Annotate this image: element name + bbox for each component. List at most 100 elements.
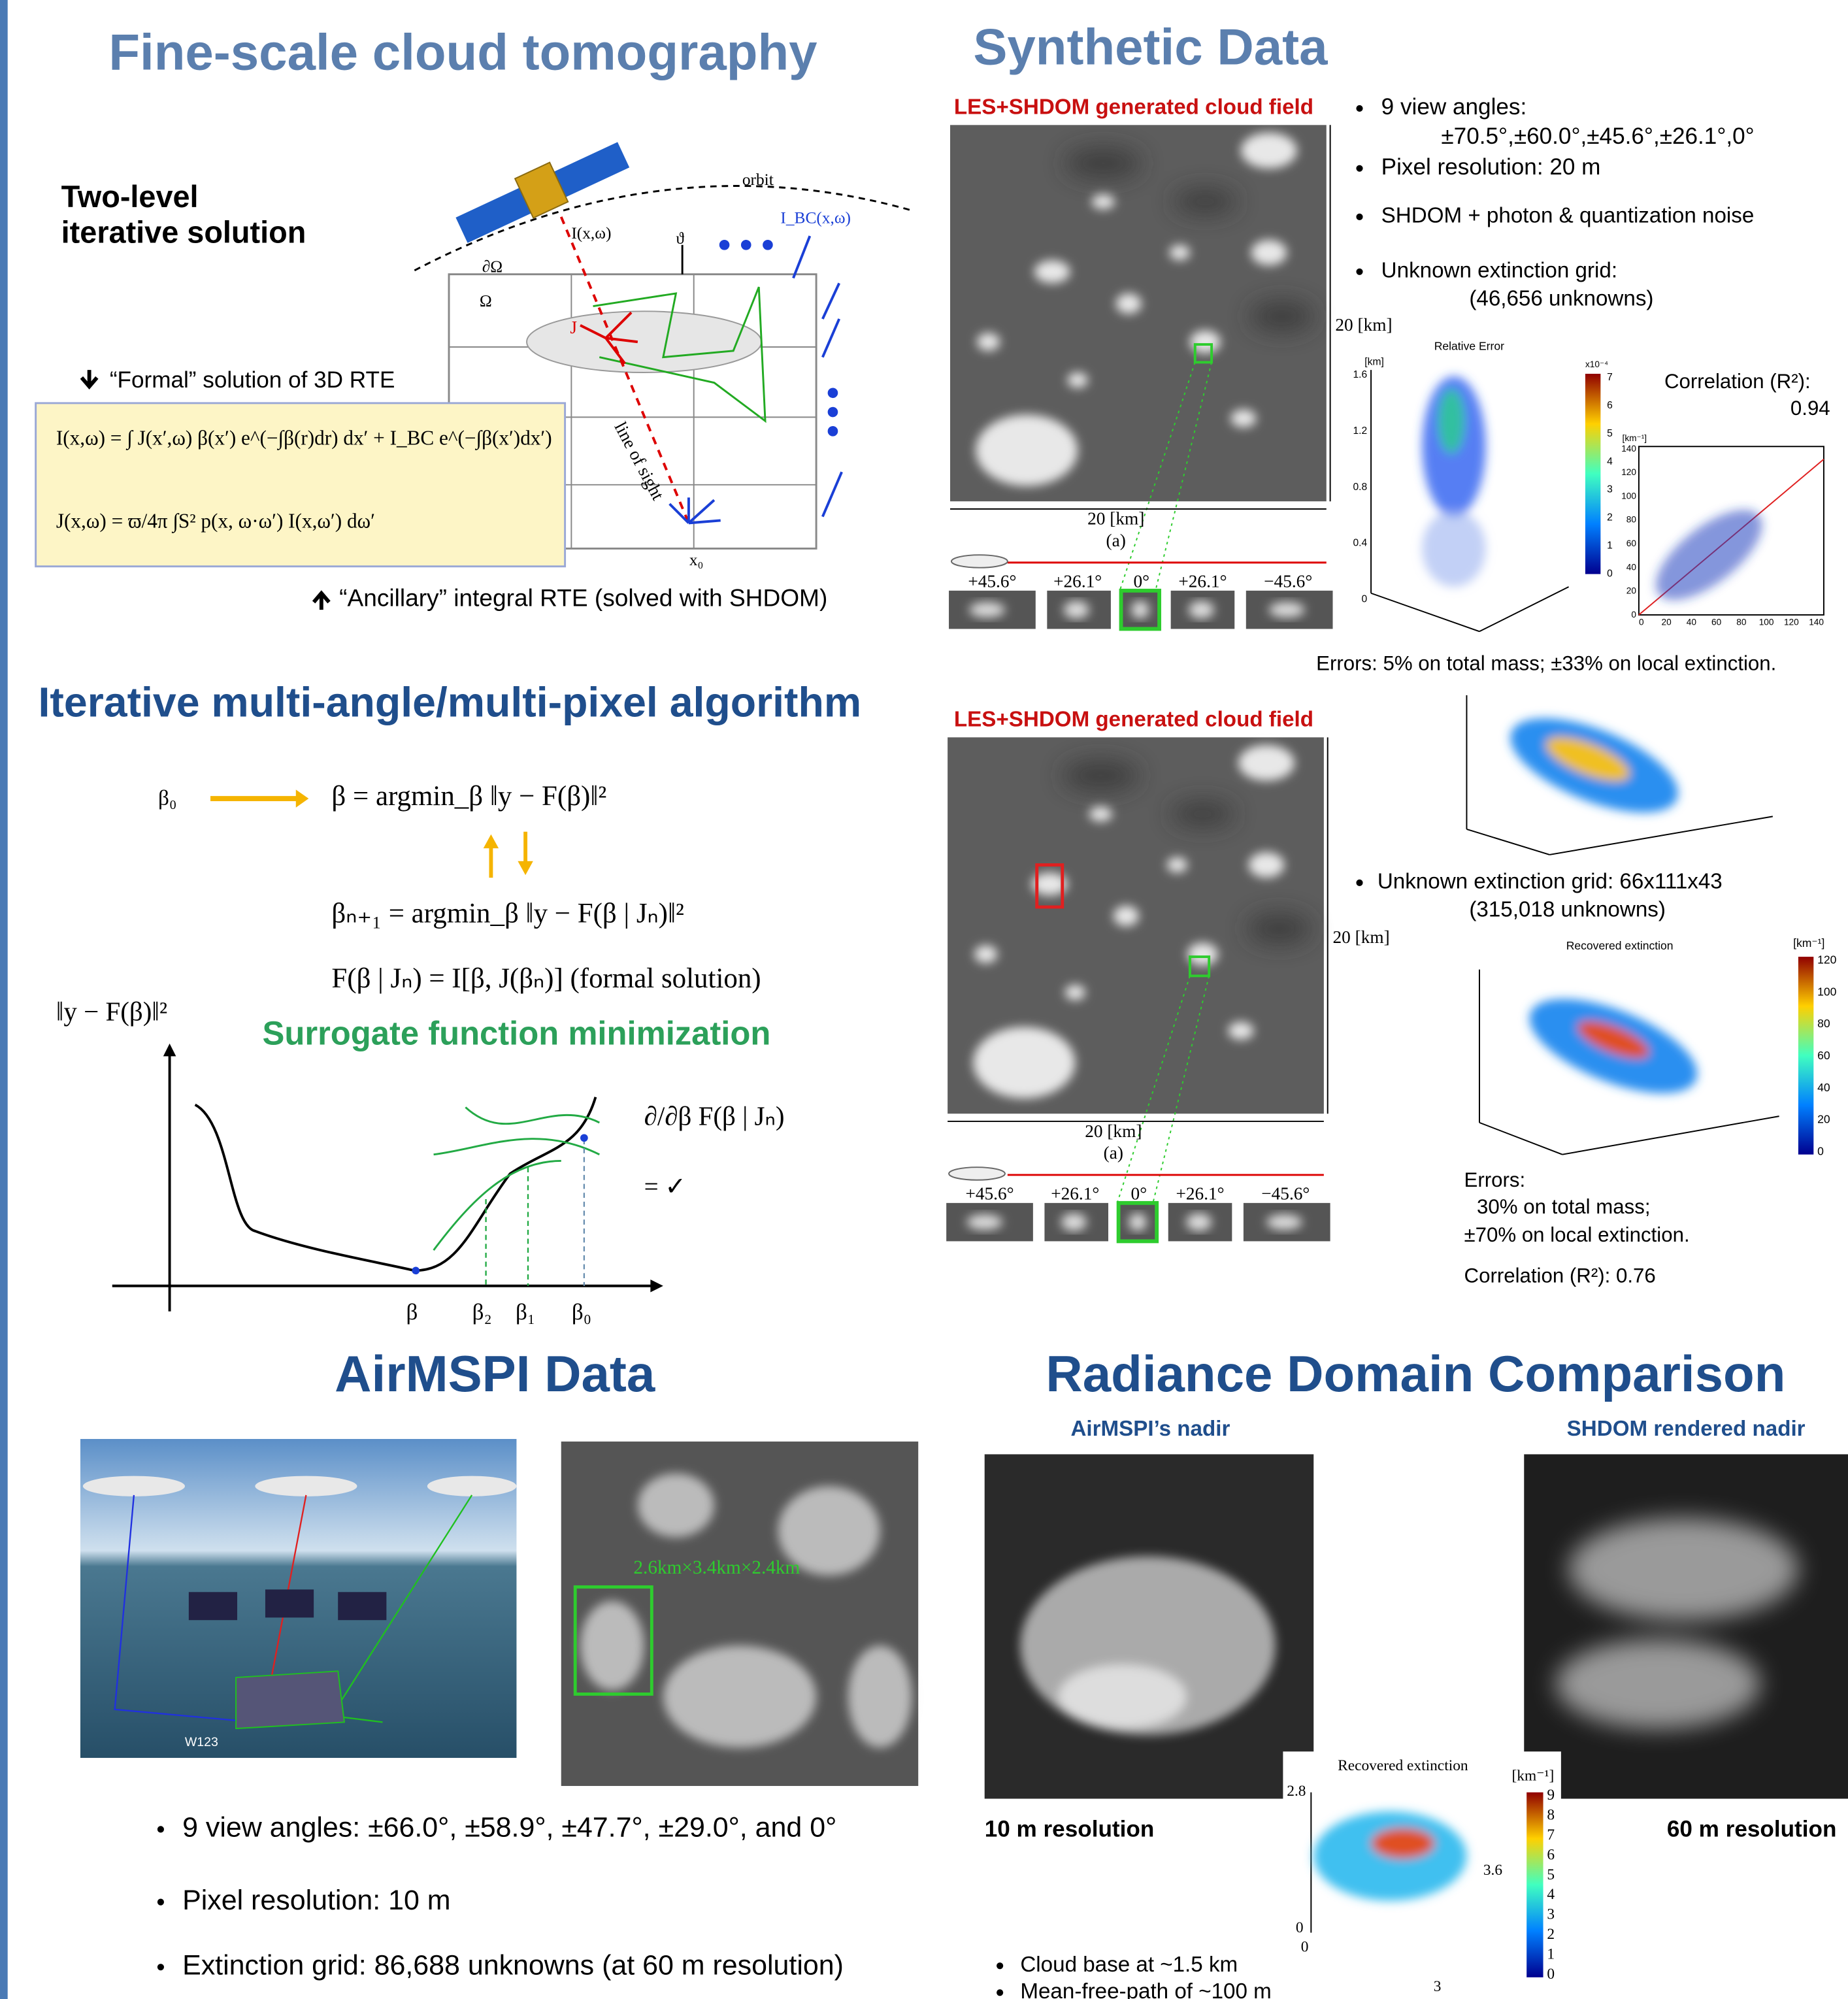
section-title: Synthetic Data [973, 18, 1328, 76]
bullet [997, 1989, 1003, 1996]
stat: Errors: [1464, 1168, 1526, 1191]
tick-label: 9 [1547, 1787, 1555, 1804]
tick-label: 7 [1547, 1826, 1555, 1843]
axis-label: β [406, 1299, 418, 1325]
stat: Correlation (R²): [1664, 370, 1811, 393]
tick-label: 1.6 [1353, 369, 1368, 380]
tick-label: 1 [1607, 540, 1613, 552]
tick-label: 0 [1301, 1938, 1309, 1955]
stat: Errors: 5% on total mass; ±33% on local … [1316, 652, 1776, 674]
tick-label: x10⁻⁴ [1585, 359, 1608, 369]
tick-label: 0.8 [1353, 482, 1368, 493]
bullet [1356, 165, 1362, 172]
side-stripe [0, 0, 8, 1999]
tick-label: 0.4 [1353, 538, 1368, 549]
bullet [1356, 269, 1362, 275]
synthetic-figures [946, 125, 1824, 1241]
axis-label: [km] [1364, 357, 1383, 368]
diagram-label: x₀ [689, 551, 704, 569]
scale-label: (a) [1104, 1143, 1123, 1163]
equation: βₙ₊₁ = argmin_β ‖y − F(β | Jₙ)‖² [331, 898, 684, 929]
scale-label: 20 [km] [1085, 1121, 1142, 1141]
image-label: 60 m resolution [1667, 1817, 1837, 1842]
tick-label: 7 [1607, 372, 1613, 383]
panel-label: LES+SHDOM generated cloud field [954, 95, 1313, 120]
stat: ±70% on local extinction. [1464, 1223, 1690, 1246]
tick-label: 3 [1434, 1978, 1442, 1995]
angle-label: +26.1° [1051, 1183, 1099, 1203]
tick-label: 80 [1736, 617, 1747, 627]
bullet-text: Cloud base at ~1.5 km [1020, 1953, 1238, 1977]
plot-title: Recovered extinction [1566, 939, 1674, 952]
bullet [1356, 880, 1362, 886]
tick-label: 5 [1547, 1866, 1555, 1883]
tick-label: 100 [1759, 617, 1774, 627]
subtitle: Two-level [61, 180, 199, 214]
bullet [157, 1826, 164, 1832]
bullet-text: SHDOM + photon & quantization noise [1381, 204, 1755, 228]
tick-label: 0 [1639, 617, 1644, 627]
angle-label: 0° [1133, 571, 1149, 591]
tick-label: 40 [1687, 617, 1697, 627]
bullet-text: (46,656 unknowns) [1469, 287, 1653, 311]
equation: I(x,ω) = ∫ J(x′,ω) β(x′) e^(−∫β(r)dr) dx… [56, 427, 552, 451]
tick-label: 1 [1547, 1946, 1555, 1963]
bullet-text: Pixel resolution: 10 m [182, 1885, 450, 1916]
panel-label: LES+SHDOM generated cloud field [954, 708, 1313, 732]
angle-label: 0° [1131, 1183, 1147, 1203]
scale-label: 20 [km] [1333, 927, 1390, 947]
tick-label: 2 [1547, 1926, 1555, 1943]
tick-label: 2.8 [1287, 1783, 1306, 1800]
tick-label: 0 [1547, 1966, 1555, 1983]
image-label: AirMSPI’s nadir [1070, 1417, 1230, 1441]
angle-label: +26.1° [1176, 1183, 1224, 1203]
tick-label: 0 [1296, 1919, 1304, 1936]
bullet-text: Extinction grid: 86,688 unknowns (at 60 … [182, 1950, 844, 1981]
axis-label: β₂ [472, 1299, 492, 1325]
math: ‖y − F(β)‖² [56, 996, 167, 1026]
tick-label: 100 [1621, 491, 1636, 501]
section-title: Iterative multi-angle/multi-pixel algori… [39, 679, 862, 726]
bullet-text: ±70.5°,±60.0°,±45.6°,±26.1°,0° [1441, 124, 1754, 149]
angle-label: +26.1° [1178, 571, 1227, 591]
tick-label: 140 [1621, 444, 1636, 454]
image-label: 10 m resolution [985, 1817, 1155, 1842]
bullet-text: 9 view angles: ±66.0°, ±58.9°, ±47.7°, ±… [182, 1812, 836, 1843]
tick-label: 40 [1817, 1081, 1830, 1094]
axis-label: [km⁻¹] [1623, 433, 1647, 443]
tick-label: 80 [1626, 515, 1637, 525]
page: Cloud tomography poster { "tomography": … [0, 0, 1848, 1999]
tick-label: 120 [1784, 617, 1799, 627]
diagram-label: Ω [480, 291, 492, 310]
tick-label: 6 [1607, 400, 1613, 411]
tick-label: 4 [1547, 1886, 1555, 1903]
section-title: AirMSPI Data [335, 1345, 655, 1402]
plot-title: Relative Error [1434, 340, 1504, 353]
tick-label: 5 [1607, 428, 1613, 439]
tick-label: 0 [1362, 594, 1368, 605]
tick-label: 4 [1607, 456, 1613, 467]
axis-label: β₁ [516, 1299, 535, 1325]
angle-label: +26.1° [1053, 571, 1102, 591]
bullet [997, 1962, 1003, 1969]
bullet-text: Mean-free-path of ~100 m [1020, 1979, 1271, 1999]
diagram-label: ϑ [676, 229, 684, 248]
bullet-text: Pixel resolution: 20 m [1381, 154, 1601, 180]
axis-label: [km⁻¹] [1793, 936, 1824, 950]
label: “Ancillary” integral RTE (solved with SH… [339, 584, 827, 611]
tick-label: 100 [1817, 985, 1837, 998]
tick-label: 20 [1661, 617, 1672, 627]
diagram-label: ∂Ω [482, 257, 503, 276]
bullet-text: (315,018 unknowns) [1469, 898, 1666, 922]
tick-label: 8 [1547, 1806, 1555, 1823]
tick-label: 3 [1547, 1906, 1555, 1923]
diagram-label: I_BC(x,ω) [780, 209, 851, 227]
axis-label: [km⁻¹] [1511, 1768, 1554, 1785]
bullet [1356, 214, 1362, 220]
tick-label: 60 [1711, 617, 1722, 627]
tick-label: 40 [1626, 562, 1637, 572]
bullet [157, 1964, 164, 1970]
tick-label: 2 [1607, 512, 1613, 523]
section-title: Radiance Domain Comparison [1046, 1345, 1785, 1402]
tick-label: 80 [1817, 1017, 1830, 1030]
